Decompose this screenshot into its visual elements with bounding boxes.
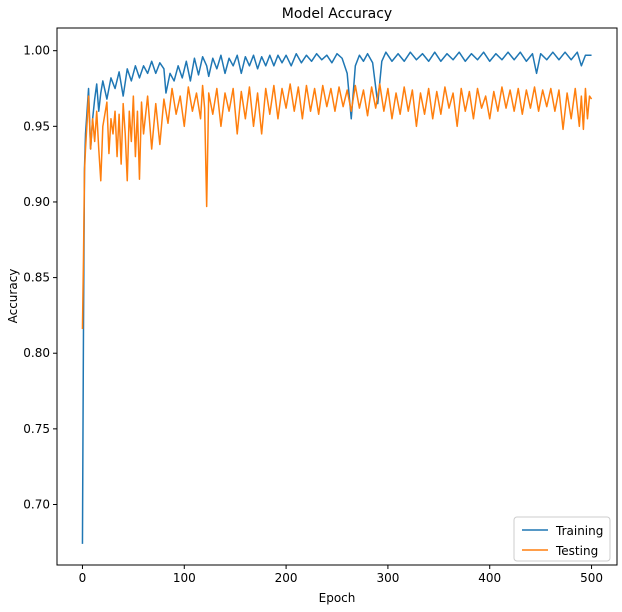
x-tick-label: 0 [79, 571, 87, 585]
legend: Training Testing [513, 516, 611, 562]
y-tick-label: 0.90 [23, 195, 50, 209]
x-axis-ticks: 0 100 200 300 400 500 [79, 565, 603, 585]
x-tick-label: 200 [275, 571, 298, 585]
legend-label-training: Training [555, 524, 603, 538]
chart-title: Model Accuracy [282, 6, 392, 22]
series-line-training [81, 51, 592, 544]
y-tick-label: 1.00 [23, 44, 50, 58]
y-axis-ticks: 0.70 0.75 0.80 0.85 0.90 0.95 1.00 [23, 44, 57, 511]
y-tick-label: 0.70 [23, 497, 50, 511]
series-line-testing [81, 83, 593, 330]
y-tick-label: 0.75 [23, 422, 50, 436]
x-tick-label: 300 [376, 571, 399, 585]
legend-label-testing: Testing [555, 544, 598, 558]
x-tick-label: 500 [580, 571, 603, 585]
x-axis-label: Epoch [319, 591, 356, 605]
y-axis-label: Accuracy [6, 269, 20, 324]
y-tick-label: 0.80 [23, 346, 50, 360]
plot-frame [56, 27, 618, 566]
plot-area [81, 51, 593, 544]
x-tick-label: 400 [478, 571, 501, 585]
y-tick-label: 0.95 [23, 119, 50, 133]
y-tick-label: 0.85 [23, 271, 50, 285]
x-tick-label: 100 [173, 571, 196, 585]
